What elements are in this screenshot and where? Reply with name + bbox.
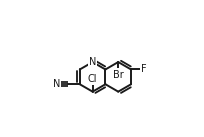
Text: Cl: Cl [88, 74, 97, 84]
Text: Br: Br [113, 70, 124, 80]
Text: N: N [89, 57, 96, 67]
Text: F: F [141, 65, 146, 74]
Text: N: N [53, 79, 60, 89]
